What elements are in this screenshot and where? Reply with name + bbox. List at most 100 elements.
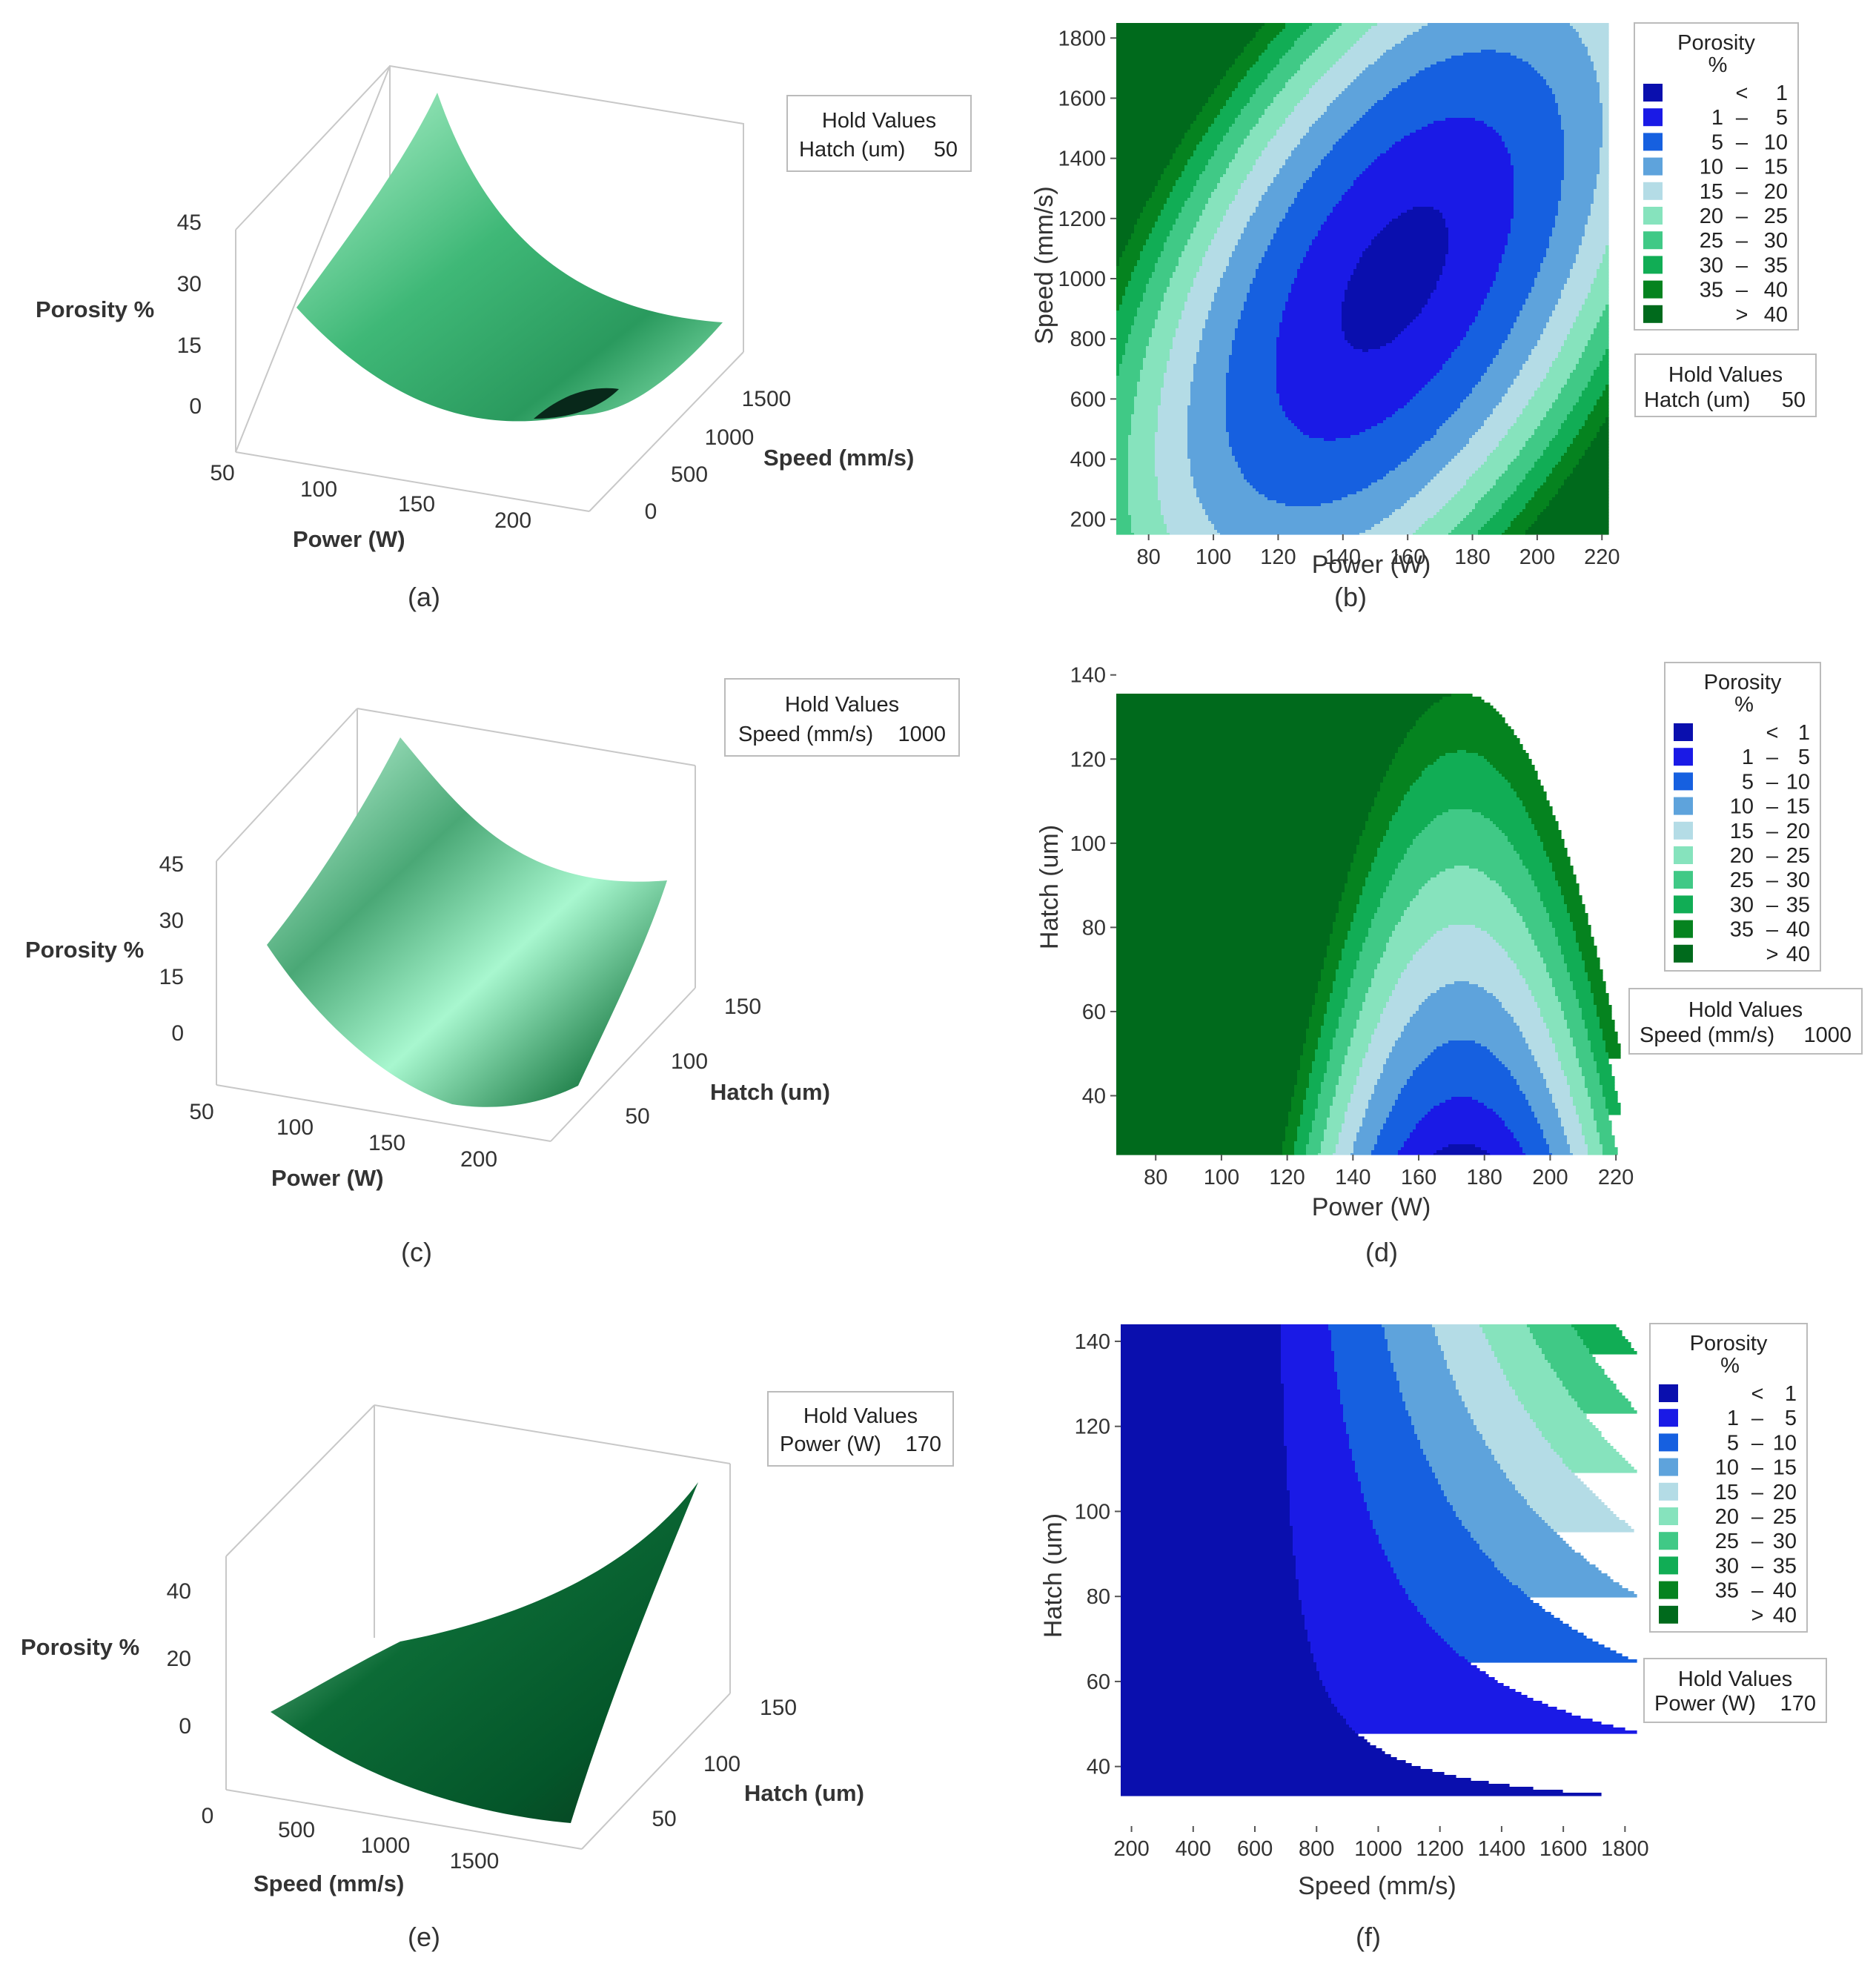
contour-cell [1121,1748,1382,1752]
contour-cell [1116,1088,1295,1092]
contour-cell [1425,943,1499,946]
contour-cell [1600,1135,1615,1139]
contour-cell [1121,1609,1302,1613]
contour-cell [1385,1550,1483,1553]
contour-cell [1365,1115,1390,1118]
contour-cell [1356,960,1381,964]
contour-cell [1342,949,1363,952]
contour-cell [1531,821,1559,825]
contour-cell [1552,91,1600,95]
contour-cell [1585,969,1603,973]
contour-cell [1155,450,1188,454]
contour-cell [1576,1046,1591,1050]
contour-cell [1321,975,1336,979]
contour-cell [1597,1064,1612,1068]
contour-cell [1152,275,1173,279]
contour-cell [1413,1073,1511,1077]
contour-cell [1121,1490,1290,1494]
contour-cell [1422,1002,1502,1006]
contour-cell [1250,67,1274,71]
contour-cell [1282,1144,1295,1148]
contour-cell [1116,990,1319,994]
contour-cell [1128,468,1156,471]
contour-cell [1540,485,1562,489]
contour-cell [1558,1052,1577,1056]
contour-cell [1294,1153,1307,1155]
contour-cell [1522,1150,1550,1154]
contour-cell [1276,355,1452,359]
contour-cell [1316,1665,1477,1669]
contour-cell [1368,245,1449,249]
contour-cell [1284,1431,1347,1435]
contour-cell [1149,236,1167,240]
contour-cell [1265,192,1298,196]
contour-cell [1256,62,1280,65]
contour-cell [1497,1461,1563,1464]
contour-cell [1359,174,1514,178]
contour-cell [1294,106,1328,110]
contour-cell [1517,456,1541,459]
contour-cell [1116,402,1135,406]
contour-cell [1436,990,1488,994]
contour-cell [1591,444,1609,448]
panel-label: (c) [401,1237,432,1267]
contour-cell [1395,928,1443,932]
contour-cell [1315,1049,1330,1053]
contour-cell [1121,1342,1282,1346]
contour-cell [1116,889,1345,893]
contour-cell [1116,373,1120,376]
contour-cell [1116,319,1135,323]
contour-cell [1116,94,1212,98]
contour-cell [1202,263,1230,267]
contour-cell [1605,352,1609,356]
contour-cell [1588,296,1609,299]
contour-cell [1600,91,1609,95]
contour-cell [1413,957,1511,961]
y-axis-label: Hatch (um) [710,1079,830,1105]
panel-label: (e) [408,1922,440,1952]
contour-cell [1585,1076,1600,1080]
contour-cell [1561,1002,1580,1006]
contour-cell [1543,842,1565,846]
contour-cell [1116,444,1129,448]
contour-cell [1259,85,1286,89]
contour-cell [1348,494,1416,498]
contour-cell [1377,851,1408,854]
panel-e: 40 20 0 Porosity % 0 500 1000 1500 Speed… [21,1391,954,1952]
contour-cell [1190,382,1227,385]
contour-cell [1116,355,1123,359]
contour-cell [1238,242,1271,246]
contour-cell [1116,142,1182,145]
contour-cell [1451,56,1517,59]
contour-cell [1543,904,1568,908]
contour-cell [1321,76,1357,80]
contour-cell [1131,524,1167,528]
contour-cell [1342,1126,1360,1130]
contour-cell [1312,171,1363,175]
contour-cell [1226,391,1277,394]
contour-cell [1259,29,1283,33]
contour-cell [1582,1123,1597,1127]
contour-cell [1419,29,1577,33]
contour-cell [1380,786,1411,789]
contour-cell [1339,960,1357,964]
contour-cell [1377,1079,1408,1083]
contour-cell [1296,1561,1391,1565]
contour-cell [1468,1410,1528,1414]
contour-cell [1585,1082,1600,1086]
contour-cell [1570,1147,1588,1151]
contour-cell [1238,322,1280,326]
contour-cell [1499,349,1532,353]
contour-cell [1514,195,1562,199]
contour-cell [1365,168,1514,172]
contour-cell [1594,1118,1609,1121]
contour-cell [1502,399,1529,403]
contour-cell [1555,993,1577,997]
contour-cell [1420,1443,1486,1447]
contour-cell [1404,1141,1520,1145]
contour-cell [1385,1553,1486,1556]
contour-cell [1517,485,1541,489]
contour-cell [1342,957,1360,961]
contour-cell [1401,139,1502,142]
contour-cell [1481,1147,1523,1151]
